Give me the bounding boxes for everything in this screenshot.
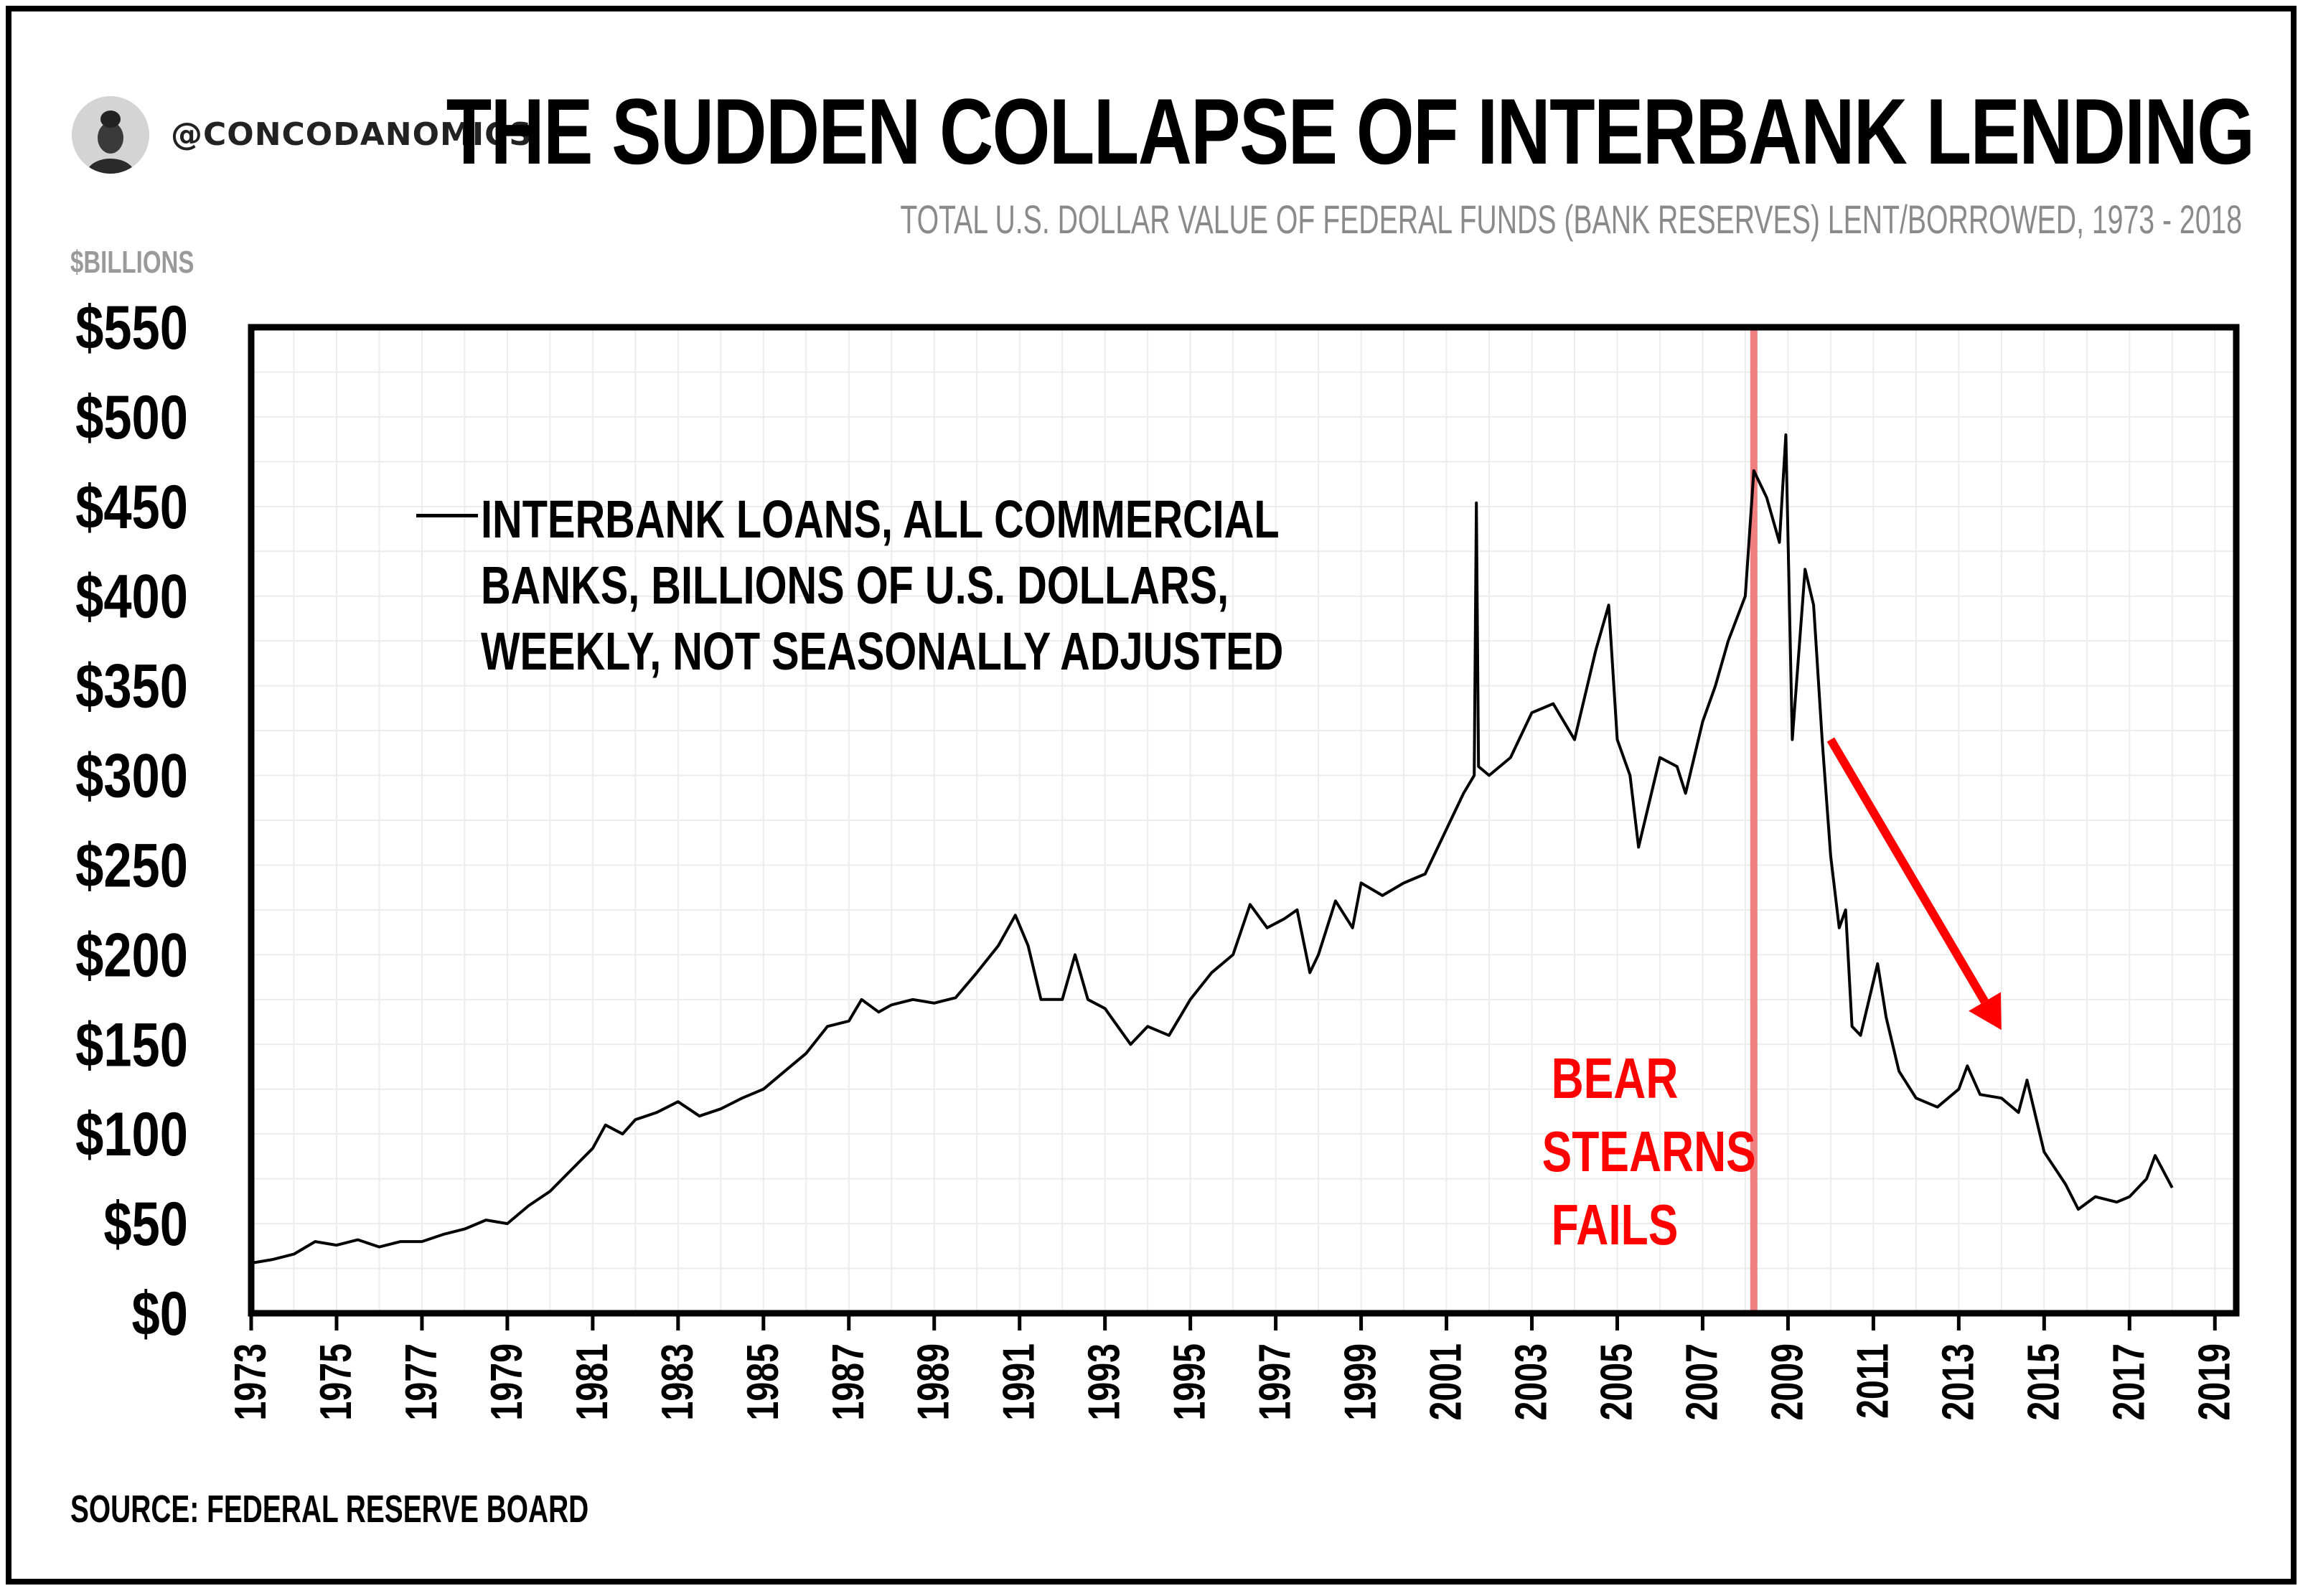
x-tick-label: 1979: [482, 1343, 531, 1421]
legend-swatch: [416, 514, 478, 517]
x-tick-label: 2017: [2104, 1343, 2154, 1421]
y-tick-label: $250: [75, 831, 188, 900]
annotation-line-2: STEARNS: [1542, 1119, 1756, 1183]
x-tick-label: 2005: [1592, 1343, 1641, 1421]
y-tick-label: $150: [75, 1010, 188, 1079]
y-tick-label: $500: [75, 382, 188, 451]
legend-line-3: WEEKLY, NOT SEASONALLY ADJUSTED: [481, 621, 1284, 681]
y-tick-label: $200: [75, 921, 188, 990]
x-tick-label: 1975: [311, 1343, 360, 1421]
x-tick-label: 1987: [823, 1343, 873, 1421]
annotation-line-1: BEAR: [1551, 1046, 1679, 1110]
outer-frame: [6, 6, 2297, 1585]
x-tick-label: 1981: [567, 1343, 616, 1421]
x-tick-label: 2003: [1506, 1343, 1556, 1421]
y-tick-label: $50: [103, 1189, 188, 1258]
x-tick-label: 1991: [994, 1343, 1043, 1421]
bear-stearns-annotation: BEAR STEARNS FAILS: [1521, 1042, 1756, 1262]
x-tick-label: 2015: [2019, 1343, 2068, 1421]
legend-line-2: BANKS, BILLIONS OF U.S. DOLLARS,: [481, 555, 1229, 615]
legend: INTERBANK LOANS, ALL COMMERCIAL BANKS, B…: [481, 487, 1283, 685]
x-tick-label: 2019: [2190, 1343, 2239, 1421]
y-tick-label: $350: [75, 652, 188, 720]
x-tick-label: 1985: [738, 1343, 787, 1421]
y-unit-label: $BILLIONS: [70, 245, 194, 280]
x-tick-label: 1977: [396, 1343, 446, 1421]
chart-subtitle: TOTAL U.S. DOLLAR VALUE OF FEDERAL FUNDS…: [900, 197, 2242, 242]
avatar: [72, 96, 149, 174]
source-note: SOURCE: FEDERAL RESERVE BOARD: [70, 1488, 589, 1531]
legend-line-1: INTERBANK LOANS, ALL COMMERCIAL: [481, 489, 1280, 549]
x-tick-label: 1997: [1250, 1343, 1300, 1421]
x-tick-label: 1983: [652, 1343, 702, 1421]
arrow-head: [1969, 992, 2002, 1031]
arrow-shaft: [1826, 737, 1989, 1004]
x-tick-label: 1999: [1336, 1343, 1385, 1421]
y-tick-label: $450: [75, 472, 188, 541]
x-tick-label: 2011: [1848, 1343, 1897, 1419]
gridlines: [250, 327, 2236, 1314]
x-tick-label: 2013: [1933, 1343, 1983, 1421]
author-handle: @CONCODANOMICS: [171, 116, 533, 153]
x-tick-label: 1973: [225, 1343, 275, 1421]
chart-title: THE SUDDEN COLLAPSE OF INTERBANK LENDING: [446, 79, 2254, 184]
x-tick-label: 1989: [909, 1343, 958, 1421]
annotation-line-3: FAILS: [1551, 1193, 1679, 1257]
x-tick-label: 2009: [1763, 1343, 1812, 1421]
avatar-icon: [72, 96, 149, 174]
y-tick-label: $100: [75, 1100, 188, 1169]
plot-border: [248, 324, 2240, 1317]
y-tick-label: $300: [75, 741, 188, 810]
y-tick-label: $400: [75, 562, 188, 631]
x-tick-label: 1995: [1165, 1343, 1214, 1421]
series-line-interbank-loans: [250, 433, 2174, 1265]
x-tick-label: 2007: [1677, 1343, 1727, 1421]
y-tick-label: $0: [132, 1279, 188, 1348]
decline-arrow: [1826, 737, 2002, 1031]
x-tick-label: 2001: [1421, 1343, 1470, 1421]
x-tick-label: 1993: [1079, 1343, 1129, 1421]
y-tick-label: $550: [75, 293, 188, 362]
x-axis-ticks: 1973 1975 1977 1979 1981 1983 1985 1987 1989 1991…: [225, 1313, 2239, 1421]
y-axis-ticks: $0 $50 $100 $150 $200 $250 $300 $350 $400 $450 $50…: [75, 293, 188, 1348]
